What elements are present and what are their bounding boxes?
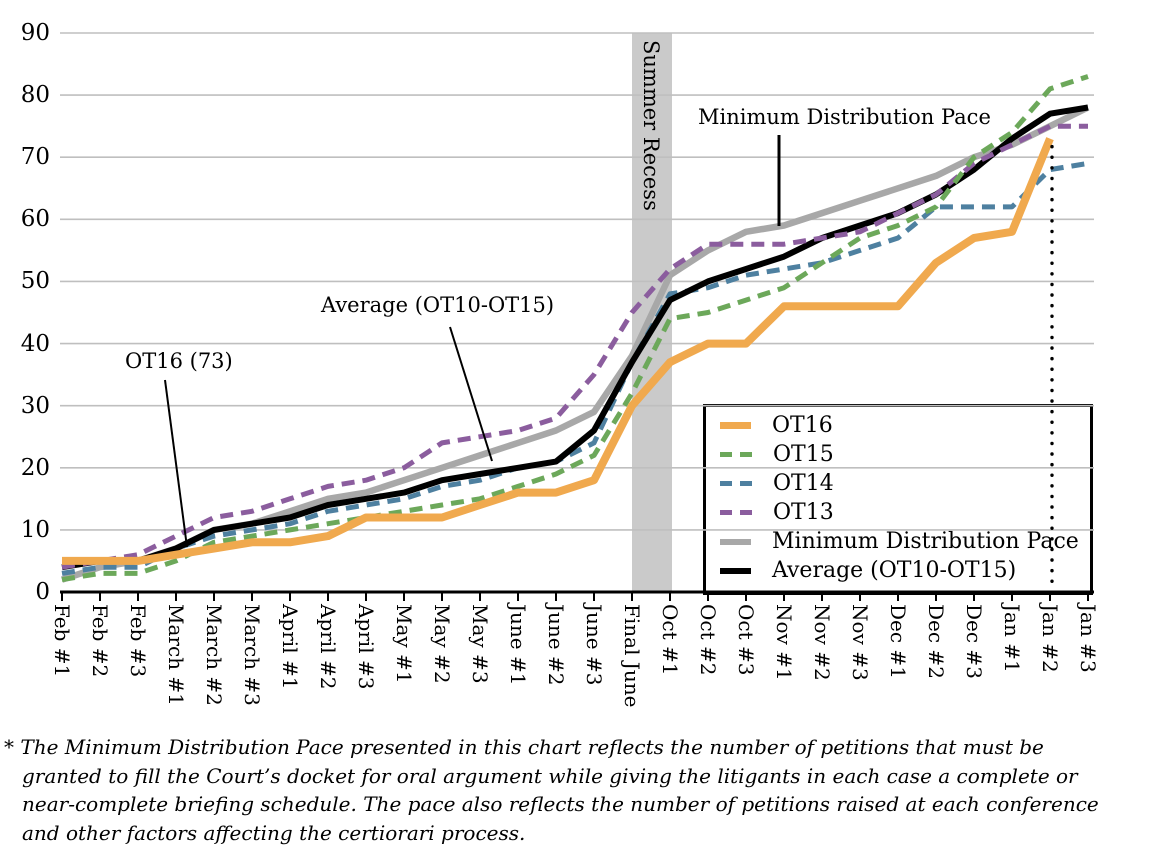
- y-axis-label-40: 40: [20, 330, 50, 357]
- legend-swatch-ot16: [720, 422, 751, 429]
- legend-swatch-ot13: [720, 510, 752, 515]
- y-axis-label-30: 30: [20, 392, 50, 419]
- y-axis-label-80: 80: [20, 82, 50, 109]
- legend-swatch-ot15: [720, 452, 752, 457]
- x-axis-label-oct-3: Oct #3: [734, 604, 758, 676]
- x-axis-label-may-1: May #1: [392, 604, 416, 684]
- x-axis-label-nov-3: Nov #3: [848, 604, 872, 681]
- legend-label-ot13: OT13: [773, 500, 834, 525]
- x-axis-label-jan-2: Jan #2: [1038, 604, 1062, 673]
- legend-swatch-ot14: [720, 481, 752, 486]
- legend-label-ot15: OT15: [773, 442, 834, 467]
- legend-item-ot15: OT15: [706, 440, 1090, 469]
- x-axis-label-june-1: June #1: [506, 604, 530, 686]
- x-axis-label-may-2: May #2: [430, 604, 454, 684]
- legend-item-ot16: OT16: [706, 411, 1090, 440]
- x-axis-label-feb-3: Feb #3: [126, 604, 150, 678]
- annotation-average: Average (OT10-OT15): [321, 293, 555, 317]
- footnote-line-1: * The Minimum Distribution Pace presente…: [4, 735, 1044, 759]
- legend-item-ot14: OT14: [706, 469, 1090, 498]
- y-axis-label-20: 20: [20, 454, 50, 481]
- x-axis-label-may-3: May #3: [468, 604, 492, 684]
- y-axis-label-70: 70: [20, 144, 50, 171]
- y-axis-label-50: 50: [20, 268, 50, 295]
- x-axis-label-nov-1: Nov #1: [772, 604, 796, 681]
- x-axis-label-feb-1: Feb #1: [50, 604, 74, 678]
- y-axis-label-90: 90: [20, 20, 50, 46]
- legend-label-minimum-distribution-pace: Minimum Distribution Pace: [772, 529, 1079, 554]
- legend-item-minimum-distribution-pace: Minimum Distribution Pace: [706, 527, 1090, 556]
- x-axis-label-oct-1: Oct #1: [658, 604, 682, 676]
- summer-recess-label: Summer Recess: [639, 40, 663, 211]
- y-axis-label-10: 10: [20, 516, 50, 543]
- x-axis-label-march-2: March #2: [202, 604, 226, 706]
- x-axis-label-dec-2: Dec #2: [924, 604, 948, 679]
- x-axis-label-april-3: April #3: [354, 604, 378, 690]
- legend-label-ot16: OT16: [772, 413, 833, 438]
- annotation-ot16: OT16 (73): [125, 349, 233, 373]
- x-axis-label-dec-1: Dec #1: [886, 604, 910, 679]
- x-axis-label-jan-1: Jan #1: [1000, 604, 1024, 673]
- legend-swatch-minimum-distribution-pace: [720, 538, 751, 545]
- footnote-line-3: near-complete briefing schedule. The pac…: [22, 792, 1099, 816]
- legend-label-ot14: OT14: [773, 471, 834, 496]
- x-axis-label-april-1: April #1: [278, 604, 302, 690]
- legend-swatch-average: [720, 567, 751, 574]
- legend-item-ot13: OT13: [706, 498, 1090, 527]
- annotation-minimum-distribution-pace: Minimum Distribution Pace: [698, 105, 991, 129]
- legend-item-average: Average (OT10-OT15): [706, 556, 1090, 585]
- y-axis-label-60: 60: [20, 206, 50, 233]
- x-axis-label-nov-2: Nov #2: [810, 604, 834, 681]
- x-axis-label-oct-2: Oct #2: [696, 604, 720, 676]
- x-axis-label-jan-3: Jan #3: [1076, 604, 1100, 673]
- x-axis-label-march-1: March #1: [164, 604, 188, 706]
- legend-label-average: Average (OT10-OT15): [772, 558, 1017, 583]
- x-axis-label-april-2: April #2: [316, 604, 340, 690]
- footnote: * The Minimum Distribution Pace presente…: [4, 733, 1156, 847]
- legend-box: OT16 OT15 OT14 OT13 Minimum Distribution…: [703, 404, 1093, 595]
- y-axis-label-0: 0: [35, 579, 50, 605]
- x-axis-label-june-2: June #2: [544, 604, 568, 686]
- x-axis-label-final-june: Final June: [620, 604, 644, 708]
- x-axis-label-dec-3: Dec #3: [962, 604, 986, 679]
- x-axis-label-march-3: March #3: [240, 604, 264, 706]
- footnote-line-2: granted to fill the Court’s docket for o…: [22, 763, 1078, 788]
- x-axis-label-june-3: June #3: [582, 604, 606, 686]
- x-axis-label-feb-2: Feb #2: [88, 604, 112, 678]
- footnote-line-4: and other factors affecting the certiora…: [22, 820, 526, 845]
